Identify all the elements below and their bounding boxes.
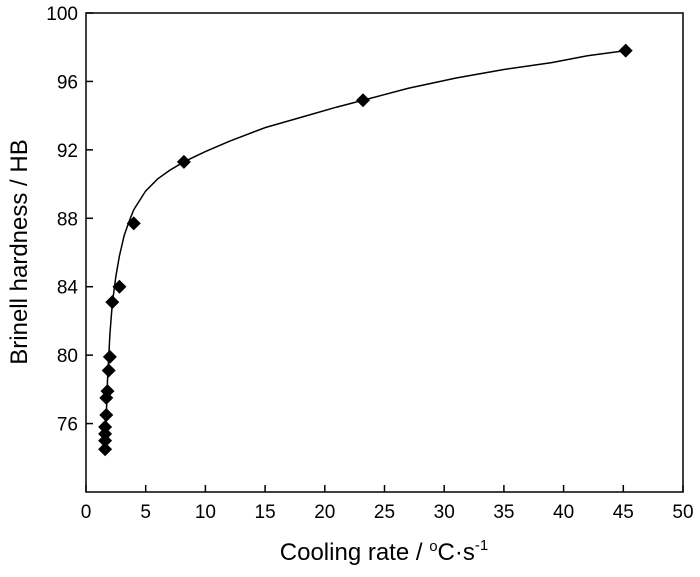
y-axis-ticks: 76 80 84 88 92 96 100 — [46, 4, 93, 436]
data-point-diamond — [105, 295, 120, 310]
x-tick-label: 25 — [374, 502, 395, 523]
x-axis-label-unit: C·s — [438, 539, 475, 566]
data-point-diamond — [102, 349, 117, 364]
y-tick-label: 76 — [57, 415, 78, 436]
x-axis-label-main: Cooling rate / — [280, 539, 429, 566]
x-tick-label: 20 — [314, 502, 335, 523]
x-axis-label: Cooling rate / oC·s-1 — [280, 537, 488, 566]
data-point-diamond — [98, 442, 113, 457]
x-axis-label-degree: o — [429, 538, 437, 555]
data-point-diamond — [100, 384, 115, 399]
plot-frame — [85, 12, 684, 493]
y-tick-label: 88 — [57, 209, 78, 230]
x-axis-ticks: 0 5 10 15 20 25 30 35 40 45 50 — [81, 485, 694, 523]
x-axis-label-exponent: -1 — [475, 537, 488, 554]
data-point-diamond — [99, 408, 114, 423]
x-tick-label: 45 — [613, 502, 634, 523]
x-tick-label: 40 — [553, 502, 574, 523]
x-tick-label: 30 — [434, 502, 455, 523]
data-point-diamond — [176, 154, 191, 169]
y-axis-label: Brinell hardness / HB — [6, 139, 33, 364]
data-point-diamond — [126, 216, 141, 231]
data-point-diamond — [101, 363, 116, 378]
x-tick-label: 5 — [140, 502, 151, 523]
data-point-diamond — [618, 43, 633, 58]
x-tick-label: 35 — [493, 502, 514, 523]
y-tick-label: 100 — [46, 4, 78, 25]
data-point-diamond — [112, 279, 127, 294]
y-tick-label: 96 — [57, 72, 78, 93]
x-tick-label: 50 — [672, 502, 693, 523]
data-points — [98, 43, 633, 457]
y-tick-label: 80 — [57, 346, 78, 367]
x-tick-label: 0 — [81, 502, 92, 523]
data-point-diamond — [356, 93, 371, 108]
x-tick-label: 10 — [195, 502, 216, 523]
y-tick-label: 84 — [57, 278, 79, 299]
x-tick-label: 15 — [255, 502, 276, 523]
data-point-diamond — [98, 419, 113, 434]
fit-curve — [104, 49, 626, 451]
y-tick-label: 92 — [57, 141, 78, 162]
